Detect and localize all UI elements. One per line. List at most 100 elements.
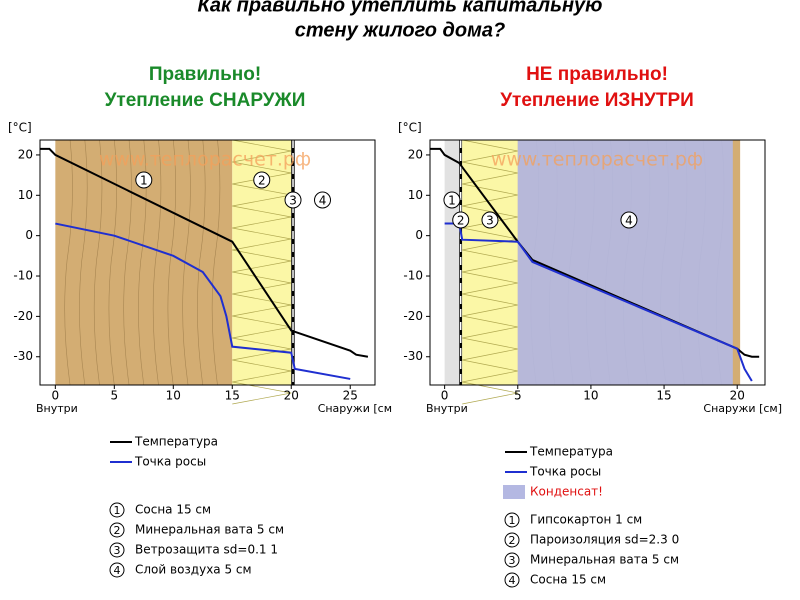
wood-grain — [108, 140, 117, 385]
layer — [294, 140, 351, 385]
x-tick-label: 5 — [514, 389, 522, 403]
y-tick-label: -20 — [13, 309, 33, 323]
x-tick-label: 0 — [52, 389, 60, 403]
layer-marker — [135, 171, 153, 189]
layer-list-name: Гипсокартон 1 см — [530, 513, 642, 527]
layer-marker-number: 1 — [140, 174, 148, 188]
x-tick-label: 10 — [166, 389, 181, 403]
layer-list-number: 4 — [114, 564, 121, 577]
watermark: www.теплорасчет.рф — [491, 149, 703, 171]
y-tick-label: 10 — [18, 188, 33, 202]
layer-marker-number: 3 — [486, 214, 494, 228]
y-tick-label: -30 — [403, 349, 423, 363]
y-tick-label: 20 — [18, 147, 33, 161]
x-tick-label: 10 — [583, 389, 598, 403]
y-axis-label: [°C] — [398, 121, 422, 135]
y-tick-label: -10 — [403, 269, 423, 283]
heading: НЕ правильно! — [526, 64, 668, 85]
layer-list-marker — [504, 532, 520, 548]
y-tick-label: -10 — [13, 269, 33, 283]
layer-list-number: 2 — [114, 524, 121, 537]
layer-list-marker — [504, 572, 520, 588]
legend-label: Конденсат! — [530, 485, 603, 499]
legend-label: Температура — [134, 435, 218, 449]
layer-list-number: 1 — [509, 514, 516, 527]
wood-grain — [64, 140, 73, 385]
y-tick-label: -30 — [13, 349, 33, 363]
wood-grain — [123, 140, 132, 385]
y-axis-label: [°C] — [8, 121, 32, 135]
layer-list-name: Сосна 15 см — [135, 503, 211, 517]
title: стену жилого дома? — [295, 19, 506, 41]
layer-list-marker — [504, 552, 520, 568]
layer-list-name: Слой воздуха 5 см — [135, 563, 252, 577]
plot-frame — [429, 139, 766, 386]
x-tick-label: 20 — [730, 389, 745, 403]
x-axis-label: Снаружи [см] — [703, 402, 782, 415]
plot-frame — [39, 139, 376, 386]
layer-marker — [481, 211, 499, 229]
layer-list-name: Пароизоляция sd=2.3 0 — [530, 533, 679, 547]
y-tick-label: 20 — [408, 147, 423, 161]
layer-marker — [284, 191, 302, 209]
title: Как правильно утеплить капитальную — [198, 0, 603, 16]
x-axis-label: Внутри — [36, 402, 78, 415]
wood-grain — [182, 140, 191, 385]
layer-list-name: Минеральная вата 5 см — [530, 553, 679, 567]
watermark: www.теплорасчет.рф — [99, 149, 311, 171]
wood-grain — [167, 140, 176, 385]
layer-list-marker — [109, 502, 125, 518]
heading: Правильно! — [149, 64, 261, 85]
layer-list-marker — [109, 562, 125, 578]
layer-marker — [314, 191, 332, 209]
heading: Утепление СНАРУЖИ — [105, 90, 306, 111]
layer-marker-number: 3 — [289, 194, 297, 208]
layer-list-name: Ветрозащита sd=0.1 1 — [135, 543, 278, 557]
condensate-zone — [517, 140, 733, 385]
layer-list-number: 4 — [509, 574, 516, 587]
layer-marker — [443, 191, 461, 209]
layer-marker-number: 4 — [625, 214, 633, 228]
layer-list-marker — [109, 542, 125, 558]
y-tick-label: 0 — [25, 228, 33, 242]
x-tick-label: 0 — [441, 389, 449, 403]
layer-marker-number: 2 — [457, 214, 465, 228]
layer-list-name: Сосна 15 см — [530, 573, 606, 587]
wood-grain — [79, 140, 88, 385]
layer-marker — [620, 211, 638, 229]
wool-pattern — [232, 381, 292, 405]
layer — [444, 140, 460, 385]
x-tick-label: 5 — [110, 389, 118, 403]
layer-list-number: 1 — [114, 504, 121, 517]
layer-list-marker — [504, 512, 520, 528]
x-tick-label: 20 — [284, 389, 299, 403]
wood-grain — [211, 140, 221, 385]
y-tick-label: -20 — [403, 309, 423, 323]
series-line — [55, 222, 351, 380]
layer-list-name: Минеральная вата 5 см — [135, 523, 284, 537]
y-tick-label: 0 — [415, 228, 423, 242]
legend-swatch — [503, 485, 525, 499]
layer-list-number: 2 — [509, 534, 516, 547]
heading: Утепление ИЗНУТРИ — [500, 90, 694, 111]
x-axis-label: Внутри — [426, 402, 468, 415]
y-tick-label: 10 — [408, 188, 423, 202]
wood-grain — [197, 140, 206, 385]
legend-label: Точка росы — [134, 455, 206, 469]
layer-marker-number: 1 — [448, 194, 456, 208]
layer-marker — [452, 211, 470, 229]
layer-list-number: 3 — [509, 554, 516, 567]
wood-grain — [152, 140, 162, 385]
x-tick-label: 25 — [343, 389, 358, 403]
layer-list-number: 3 — [114, 544, 121, 557]
legend-label: Точка росы — [529, 465, 601, 479]
layer-marker-number: 2 — [258, 174, 266, 188]
layer-list-marker — [109, 522, 125, 538]
x-tick-label: 15 — [225, 389, 240, 403]
x-tick-label: 15 — [656, 389, 671, 403]
series-line — [40, 147, 369, 358]
layer-marker-number: 4 — [319, 194, 327, 208]
x-axis-label: Снаружи [см — [318, 402, 392, 415]
layer-marker — [253, 171, 271, 189]
